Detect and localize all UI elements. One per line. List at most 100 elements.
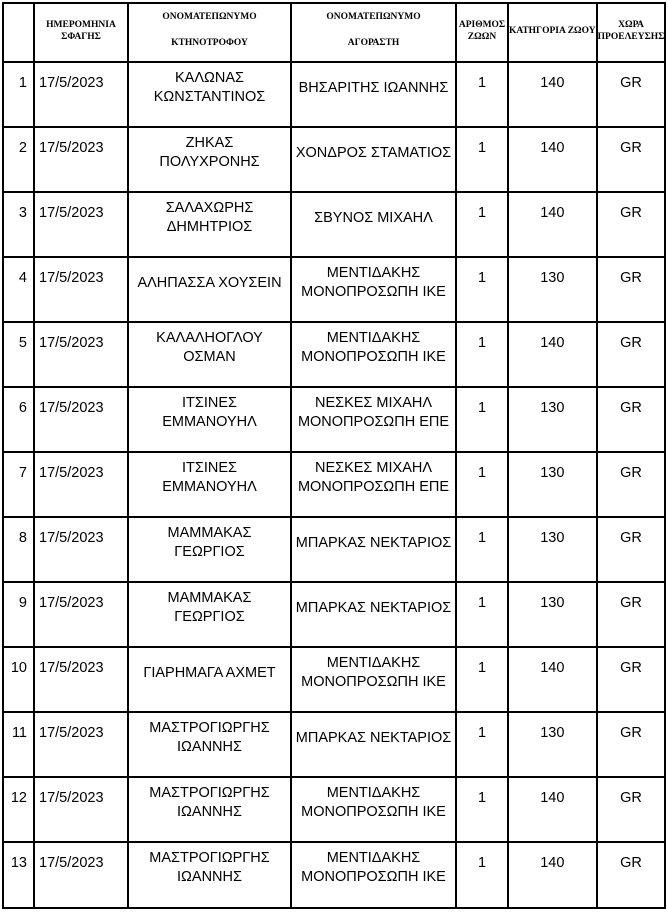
animal-count-cell: 1 <box>455 61 509 128</box>
header-slaughter-date: ΗΜΕΡΟΜΗΝΙΑ ΣΦΑΓΗΣ <box>33 2 129 63</box>
row-index-cell: 6 <box>2 386 35 453</box>
buyer-name-cell: ΜΕΝΤΙΔΑΚΗΣ ΜΟΝΟΠΡΟΣΩΠΗ ΙΚΕ <box>290 321 457 388</box>
buyer-name-cell: ΜΠΑΡΚΑΣ ΝΕΚΤΑΡΙΟΣ <box>290 711 457 778</box>
slaughter-date-cell: 17/5/2023 <box>33 841 129 909</box>
row-index-cell: 5 <box>2 321 35 388</box>
animal-category-cell: 130 <box>507 581 598 648</box>
table-row: 10 17/5/2023 ΓΙΑΡΗΜΑΓΑ ΑΧΜΕΤ ΜΕΝΤΙΔΑΚΗΣ Μ… <box>2 646 667 713</box>
slaughter-date-cell: 17/5/2023 <box>33 61 129 128</box>
header-animal-count: ΑΡΙΘΜΟΣ ΖΩΩΝ <box>455 2 509 63</box>
breeder-name-cell: ΓΙΑΡΗΜΑΓΑ ΑΧΜΕΤ <box>127 646 292 713</box>
row-index-cell: 12 <box>2 776 35 843</box>
table-row: 5 17/5/2023 ΚΑΛΑΛΗΟΓΛΟΥ ΟΣΜΑΝ ΜΕΝΤΙΔΑΚΗΣ Μ… <box>2 321 667 388</box>
slaughter-date-cell: 17/5/2023 <box>33 256 129 323</box>
buyer-name-cell: ΜΕΝΤΙΔΑΚΗΣ ΜΟΝΟΠΡΟΣΩΠΗ ΙΚΕ <box>290 256 457 323</box>
origin-country-cell: GR <box>595 776 667 843</box>
breeder-name-cell: ΑΛΗΠΑΣΣΑ ΧΟΥΣΕΙΝ <box>127 256 292 323</box>
animal-category-cell: 130 <box>507 451 598 518</box>
animal-category-cell: 140 <box>507 126 598 193</box>
buyer-name-cell: ΝΕΣΚΕΣ ΜΙΧΑΗΛ ΜΟΝΟΠΡΟΣΩΠΗ ΕΠΕ <box>290 451 457 518</box>
origin-country-cell: GR <box>595 191 667 258</box>
breeder-name-cell: ΜΑΜΜΑΚΑΣ ΓΕΩΡΓΙΟΣ <box>127 581 292 648</box>
row-index-cell: 4 <box>2 256 35 323</box>
row-index-cell: 9 <box>2 581 35 648</box>
buyer-name-cell: ΒΗΣΑΡΙΤΗΣ ΙΩΑΝΝΗΣ <box>290 61 457 128</box>
row-index-cell: 2 <box>2 126 35 193</box>
animal-count-cell: 1 <box>455 516 509 583</box>
slaughter-date-cell: 17/5/2023 <box>33 776 129 843</box>
header-breeder-name: ΟΝΟΜΑΤΕΠΩΝΥΜΟ ΚΤΗΝΟΤΡΟΦΟΥ <box>127 2 292 63</box>
animal-count-cell: 1 <box>455 386 509 453</box>
header-row: ΗΜΕΡΟΜΗΝΙΑ ΣΦΑΓΗΣ ΟΝΟΜΑΤΕΠΩΝΥΜΟ ΚΤΗΝΟΤΡΟΦΟ… <box>2 2 667 63</box>
slaughter-date-cell: 17/5/2023 <box>33 191 129 258</box>
animal-count-cell: 1 <box>455 711 509 778</box>
table-row: 8 17/5/2023 ΜΑΜΜΑΚΑΣ ΓΕΩΡΓΙΟΣ ΜΠΑΡΚΑΣ ΝΕΚ… <box>2 516 667 583</box>
breeder-name-cell: ΜΑΣΤΡΟΓΙΩΡΓΗΣ ΙΩΑΝΝΗΣ <box>127 776 292 843</box>
breeder-name-cell: ΚΑΛΑΛΗΟΓΛΟΥ ΟΣΜΑΝ <box>127 321 292 388</box>
breeder-name-cell: ΜΑΣΤΡΟΓΙΩΡΓΗΣ ΙΩΑΝΝΗΣ <box>127 711 292 778</box>
breeder-name-cell: ΜΑΜΜΑΚΑΣ ΓΕΩΡΓΙΟΣ <box>127 516 292 583</box>
breeder-name-cell: ΜΑΣΤΡΟΓΙΩΡΓΗΣ ΙΩΑΝΝΗΣ <box>127 841 292 909</box>
origin-country-cell: GR <box>595 516 667 583</box>
buyer-name-cell: ΜΠΑΡΚΑΣ ΝΕΚΤΑΡΙΟΣ <box>290 581 457 648</box>
origin-country-cell: GR <box>595 61 667 128</box>
buyer-name-cell: ΣΒΥΝΟΣ ΜΙΧΑΗΛ <box>290 191 457 258</box>
animal-category-cell: 130 <box>507 386 598 453</box>
origin-country-cell: GR <box>595 321 667 388</box>
slaughter-date-cell: 17/5/2023 <box>33 581 129 648</box>
row-index-cell: 10 <box>2 646 35 713</box>
table-row: 13 17/5/2023 ΜΑΣΤΡΟΓΙΩΡΓΗΣ ΙΩΑΝΝΗΣ ΜΕΝΤΙΔ… <box>2 841 667 909</box>
table-row: 12 17/5/2023 ΜΑΣΤΡΟΓΙΩΡΓΗΣ ΙΩΑΝΝΗΣ ΜΕΝΤΙΔ… <box>2 776 667 843</box>
animal-category-cell: 140 <box>507 646 598 713</box>
origin-country-cell: GR <box>595 581 667 648</box>
animal-count-cell: 1 <box>455 191 509 258</box>
breeder-name-cell: ΚΑΛΩΝΑΣ ΚΩΝΣΤΑΝΤΙΝΟΣ <box>127 61 292 128</box>
origin-country-cell: GR <box>595 711 667 778</box>
buyer-name-cell: ΧΟΝΔΡΟΣ ΣΤΑΜΑΤΙΟΣ <box>290 126 457 193</box>
animal-category-cell: 140 <box>507 191 598 258</box>
buyer-name-cell: ΜΕΝΤΙΔΑΚΗΣ ΜΟΝΟΠΡΟΣΩΠΗ ΙΚΕ <box>290 646 457 713</box>
breeder-name-cell: ΖΗΚΑΣ ΠΟΛΥΧΡΟΝΗΣ <box>127 126 292 193</box>
header-origin-country: ΧΩΡΑ ΠΡΟΕΛΕΥΣΗΣ <box>595 2 667 63</box>
slaughter-date-cell: 17/5/2023 <box>33 386 129 453</box>
slaughter-date-cell: 17/5/2023 <box>33 646 129 713</box>
table-row: 11 17/5/2023 ΜΑΣΤΡΟΓΙΩΡΓΗΣ ΙΩΑΝΝΗΣ ΜΠΑΡΚΑ… <box>2 711 667 778</box>
buyer-name-cell: ΜΕΝΤΙΔΑΚΗΣ ΜΟΝΟΠΡΟΣΩΠΗ ΙΚΕ <box>290 841 457 909</box>
animal-category-cell: 130 <box>507 516 598 583</box>
origin-country-cell: GR <box>595 451 667 518</box>
breeder-name-cell: ΙΤΣΙΝΕΣ ΕΜΜΑΝΟΥΗΛ <box>127 386 292 453</box>
animal-category-cell: 130 <box>507 711 598 778</box>
animal-category-cell: 140 <box>507 61 598 128</box>
buyer-name-cell: ΜΕΝΤΙΔΑΚΗΣ ΜΟΝΟΠΡΟΣΩΠΗ ΙΚΕ <box>290 776 457 843</box>
slaughter-date-cell: 17/5/2023 <box>33 516 129 583</box>
breeder-name-cell: ΙΤΣΙΝΕΣ ΕΜΜΑΝΟΥΗΛ <box>127 451 292 518</box>
animal-category-cell: 140 <box>507 776 598 843</box>
origin-country-cell: GR <box>595 646 667 713</box>
row-index-cell: 3 <box>2 191 35 258</box>
animal-count-cell: 1 <box>455 256 509 323</box>
origin-country-cell: GR <box>595 386 667 453</box>
header-buyer-name: ΟΝΟΜΑΤΕΠΩΝΥΜΟ ΑΓΟΡΑΣΤΗ <box>290 2 457 63</box>
row-index-cell: 11 <box>2 711 35 778</box>
animal-count-cell: 1 <box>455 776 509 843</box>
buyer-name-cell: ΝΕΣΚΕΣ ΜΙΧΑΗΛ ΜΟΝΟΠΡΟΣΩΠΗ ΕΠΕ <box>290 386 457 453</box>
table-row: 7 17/5/2023 ΙΤΣΙΝΕΣ ΕΜΜΑΝΟΥΗΛ ΝΕΣΚΕΣ ΜΙΧΑ… <box>2 451 667 518</box>
header-index <box>2 2 35 63</box>
slaughter-date-cell: 17/5/2023 <box>33 711 129 778</box>
animal-count-cell: 1 <box>455 126 509 193</box>
table-header: ΗΜΕΡΟΜΗΝΙΑ ΣΦΑΓΗΣ ΟΝΟΜΑΤΕΠΩΝΥΜΟ ΚΤΗΝΟΤΡΟΦΟ… <box>2 2 667 63</box>
animal-category-cell: 140 <box>507 841 598 909</box>
row-index-cell: 7 <box>2 451 35 518</box>
slaughter-date-cell: 17/5/2023 <box>33 321 129 388</box>
origin-country-cell: GR <box>595 841 667 909</box>
row-index-cell: 8 <box>2 516 35 583</box>
animal-count-cell: 1 <box>455 451 509 518</box>
origin-country-cell: GR <box>595 126 667 193</box>
table-row: 6 17/5/2023 ΙΤΣΙΝΕΣ ΕΜΜΑΝΟΥΗΛ ΝΕΣΚΕΣ ΜΙΧΑ… <box>2 386 667 453</box>
buyer-name-cell: ΜΠΑΡΚΑΣ ΝΕΚΤΑΡΙΟΣ <box>290 516 457 583</box>
header-animal-category: ΚΑΤΗΓΟΡΙΑ ΖΩΟΥ <box>507 2 598 63</box>
breeder-name-cell: ΣΑΛΑΧΩΡΗΣ ΔΗΜΗΤΡΙΟΣ <box>127 191 292 258</box>
table-row: 2 17/5/2023 ΖΗΚΑΣ ΠΟΛΥΧΡΟΝΗΣ ΧΟΝΔΡΟΣ ΣΤΑΜ… <box>2 126 667 193</box>
